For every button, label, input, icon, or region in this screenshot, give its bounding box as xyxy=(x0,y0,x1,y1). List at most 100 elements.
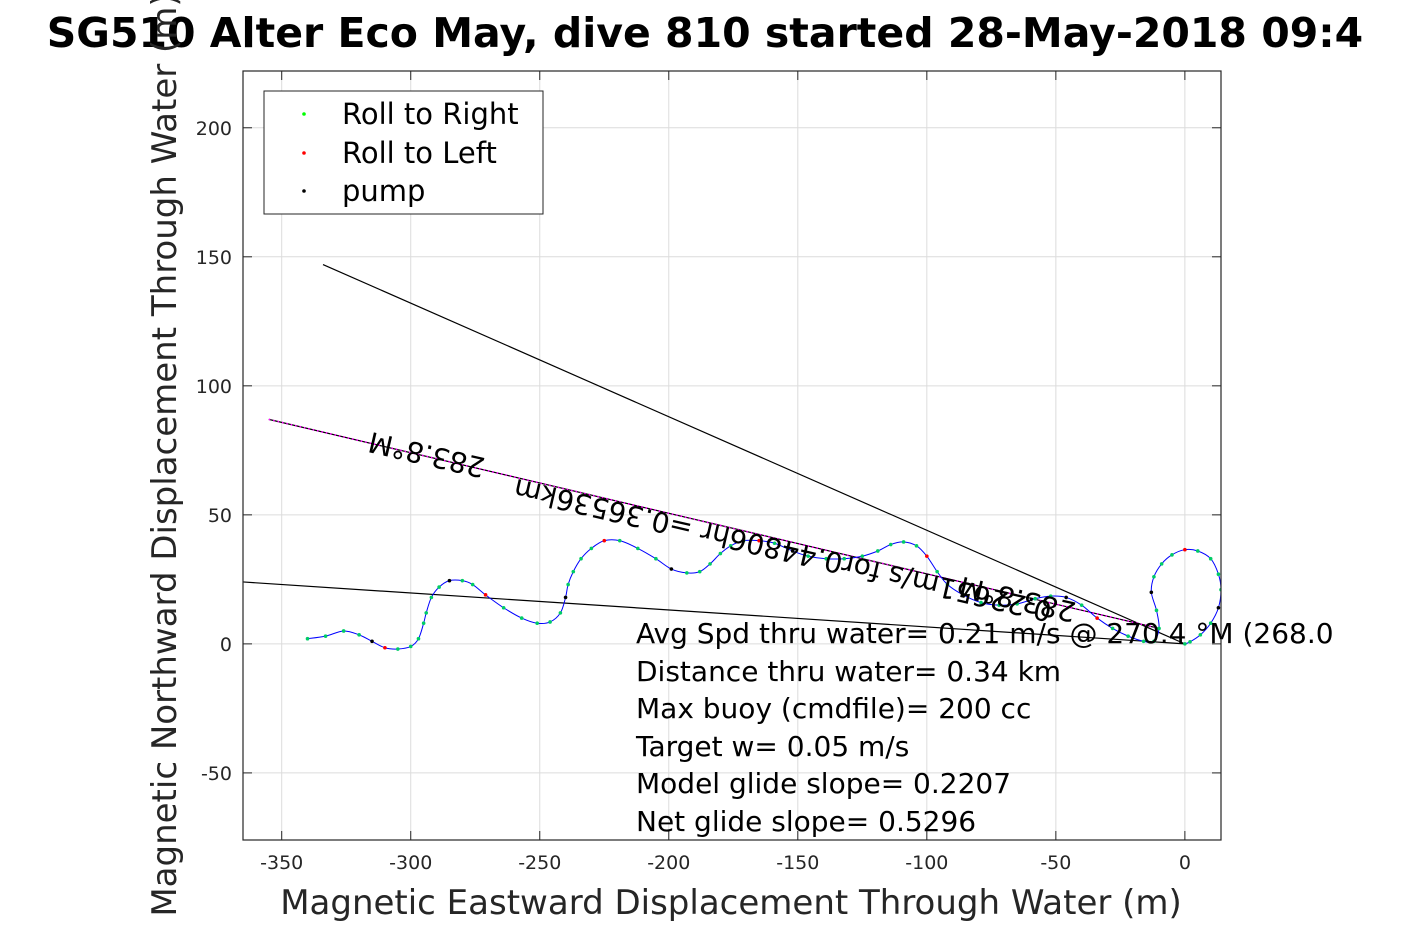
track-point xyxy=(1079,603,1084,607)
axis-ticks: -350 -300 -250 -200 -150 -100 -50 0 -50 0 50 100 150… xyxy=(196,71,1221,874)
track-point xyxy=(772,541,777,546)
track-point xyxy=(1064,595,1068,600)
track-point xyxy=(1208,556,1213,561)
track-point xyxy=(357,633,361,637)
x-tick-label: -350 xyxy=(260,852,303,874)
track-point xyxy=(1157,626,1161,631)
track-point xyxy=(501,605,506,610)
track-point xyxy=(470,582,475,587)
track-point xyxy=(1216,572,1221,577)
track-point xyxy=(1159,562,1164,566)
track-point xyxy=(842,556,847,561)
legend-label-pump: pump xyxy=(342,174,425,208)
track-point xyxy=(741,538,746,543)
x-tick-label: -150 xyxy=(776,852,819,874)
track-point xyxy=(447,578,452,583)
track-point xyxy=(925,554,929,558)
track-point xyxy=(1154,608,1159,613)
track-point xyxy=(860,554,865,558)
track-point xyxy=(408,644,413,649)
track-point xyxy=(1033,596,1038,601)
y-axis-label: Magnetic Northward Displacement Through … xyxy=(145,0,185,917)
legend-marker-roll-left xyxy=(302,151,306,155)
track-point xyxy=(370,639,374,644)
legend-box xyxy=(263,90,544,215)
track-point xyxy=(424,611,429,615)
x-tick-label: -250 xyxy=(518,852,561,874)
track-point xyxy=(875,549,880,553)
track-point xyxy=(1095,616,1099,620)
track-point xyxy=(945,582,950,587)
track-point xyxy=(636,546,640,551)
track-point xyxy=(460,578,465,583)
track-point xyxy=(429,595,434,600)
x-tick-label: -100 xyxy=(905,852,948,874)
y-tick-label: 100 xyxy=(196,376,232,398)
y-tick-label: 50 xyxy=(208,505,232,527)
track-point xyxy=(1216,605,1221,610)
annotation-distance: Distance thru water= 0.34 km xyxy=(636,655,1061,688)
track-point xyxy=(589,546,594,551)
track-point xyxy=(1015,602,1019,606)
stats-annotations: Avg Spd thru water= 0.21 m/s @ 270.4 °M … xyxy=(635,617,1334,838)
legend-label-roll-left: Roll to Left xyxy=(342,136,497,170)
track-point xyxy=(1110,626,1115,631)
track-point xyxy=(806,554,810,558)
track-point xyxy=(396,647,400,651)
annotation-target-w: Target w= 0.05 m/s xyxy=(635,730,909,763)
track-point xyxy=(323,634,328,638)
track-point xyxy=(1183,642,1187,646)
track-point xyxy=(708,562,712,566)
track-point xyxy=(1183,547,1187,552)
track-point xyxy=(1198,633,1203,637)
track-point xyxy=(1208,621,1213,626)
heading-line xyxy=(268,418,1160,629)
track-point xyxy=(979,600,983,605)
legend-marker-pump xyxy=(302,189,306,193)
track-point xyxy=(341,629,346,633)
x-tick-label: 0 xyxy=(1179,852,1191,874)
y-tick-label: 150 xyxy=(196,247,232,269)
track-point xyxy=(519,616,524,620)
track-point xyxy=(669,567,674,571)
y-tick-label: 0 xyxy=(220,634,232,656)
track-point xyxy=(416,636,421,641)
plot-series xyxy=(243,263,1221,651)
x-axis-label: Magnetic Eastward Displacement Through W… xyxy=(280,883,1182,923)
track-point xyxy=(901,540,906,544)
track-point xyxy=(824,556,828,561)
vector-line xyxy=(243,581,1185,645)
track-point xyxy=(935,569,939,574)
track-point xyxy=(997,603,1001,607)
axes-box xyxy=(242,70,1222,841)
track-point xyxy=(579,556,583,561)
annotation-avg-speed: Avg Spd thru water= 0.21 m/s @ 270.4 °M … xyxy=(636,617,1334,650)
x-tick-label: -200 xyxy=(647,852,690,874)
legend-label-roll-right: Roll to Right xyxy=(342,97,519,131)
track-point xyxy=(888,542,893,547)
track-point xyxy=(1195,549,1200,553)
track-point xyxy=(1141,639,1146,644)
track-point xyxy=(1152,639,1156,644)
track-point xyxy=(914,544,919,548)
track-point xyxy=(1188,640,1192,644)
legend: Roll to Right Roll to Left pump xyxy=(263,90,544,215)
track-point xyxy=(602,538,607,543)
annotation-max-buoy: Max buoy (cmdfile)= 200 cc xyxy=(636,692,1031,725)
track-point xyxy=(383,645,387,650)
track-point xyxy=(961,593,965,597)
track-point xyxy=(558,611,563,615)
track-point xyxy=(535,621,539,626)
track-point xyxy=(566,582,570,587)
track-point xyxy=(548,620,552,624)
track-point xyxy=(421,621,426,626)
y-tick-label: 200 xyxy=(196,118,232,140)
track-point xyxy=(790,549,795,553)
track-point xyxy=(728,544,733,548)
x-tick-label: -50 xyxy=(1040,852,1071,874)
track-point xyxy=(571,569,576,574)
track-point xyxy=(654,556,658,561)
chart-title: SG510 Alter Eco May, dive 810 started 28… xyxy=(47,9,1363,57)
track-point xyxy=(685,571,689,575)
